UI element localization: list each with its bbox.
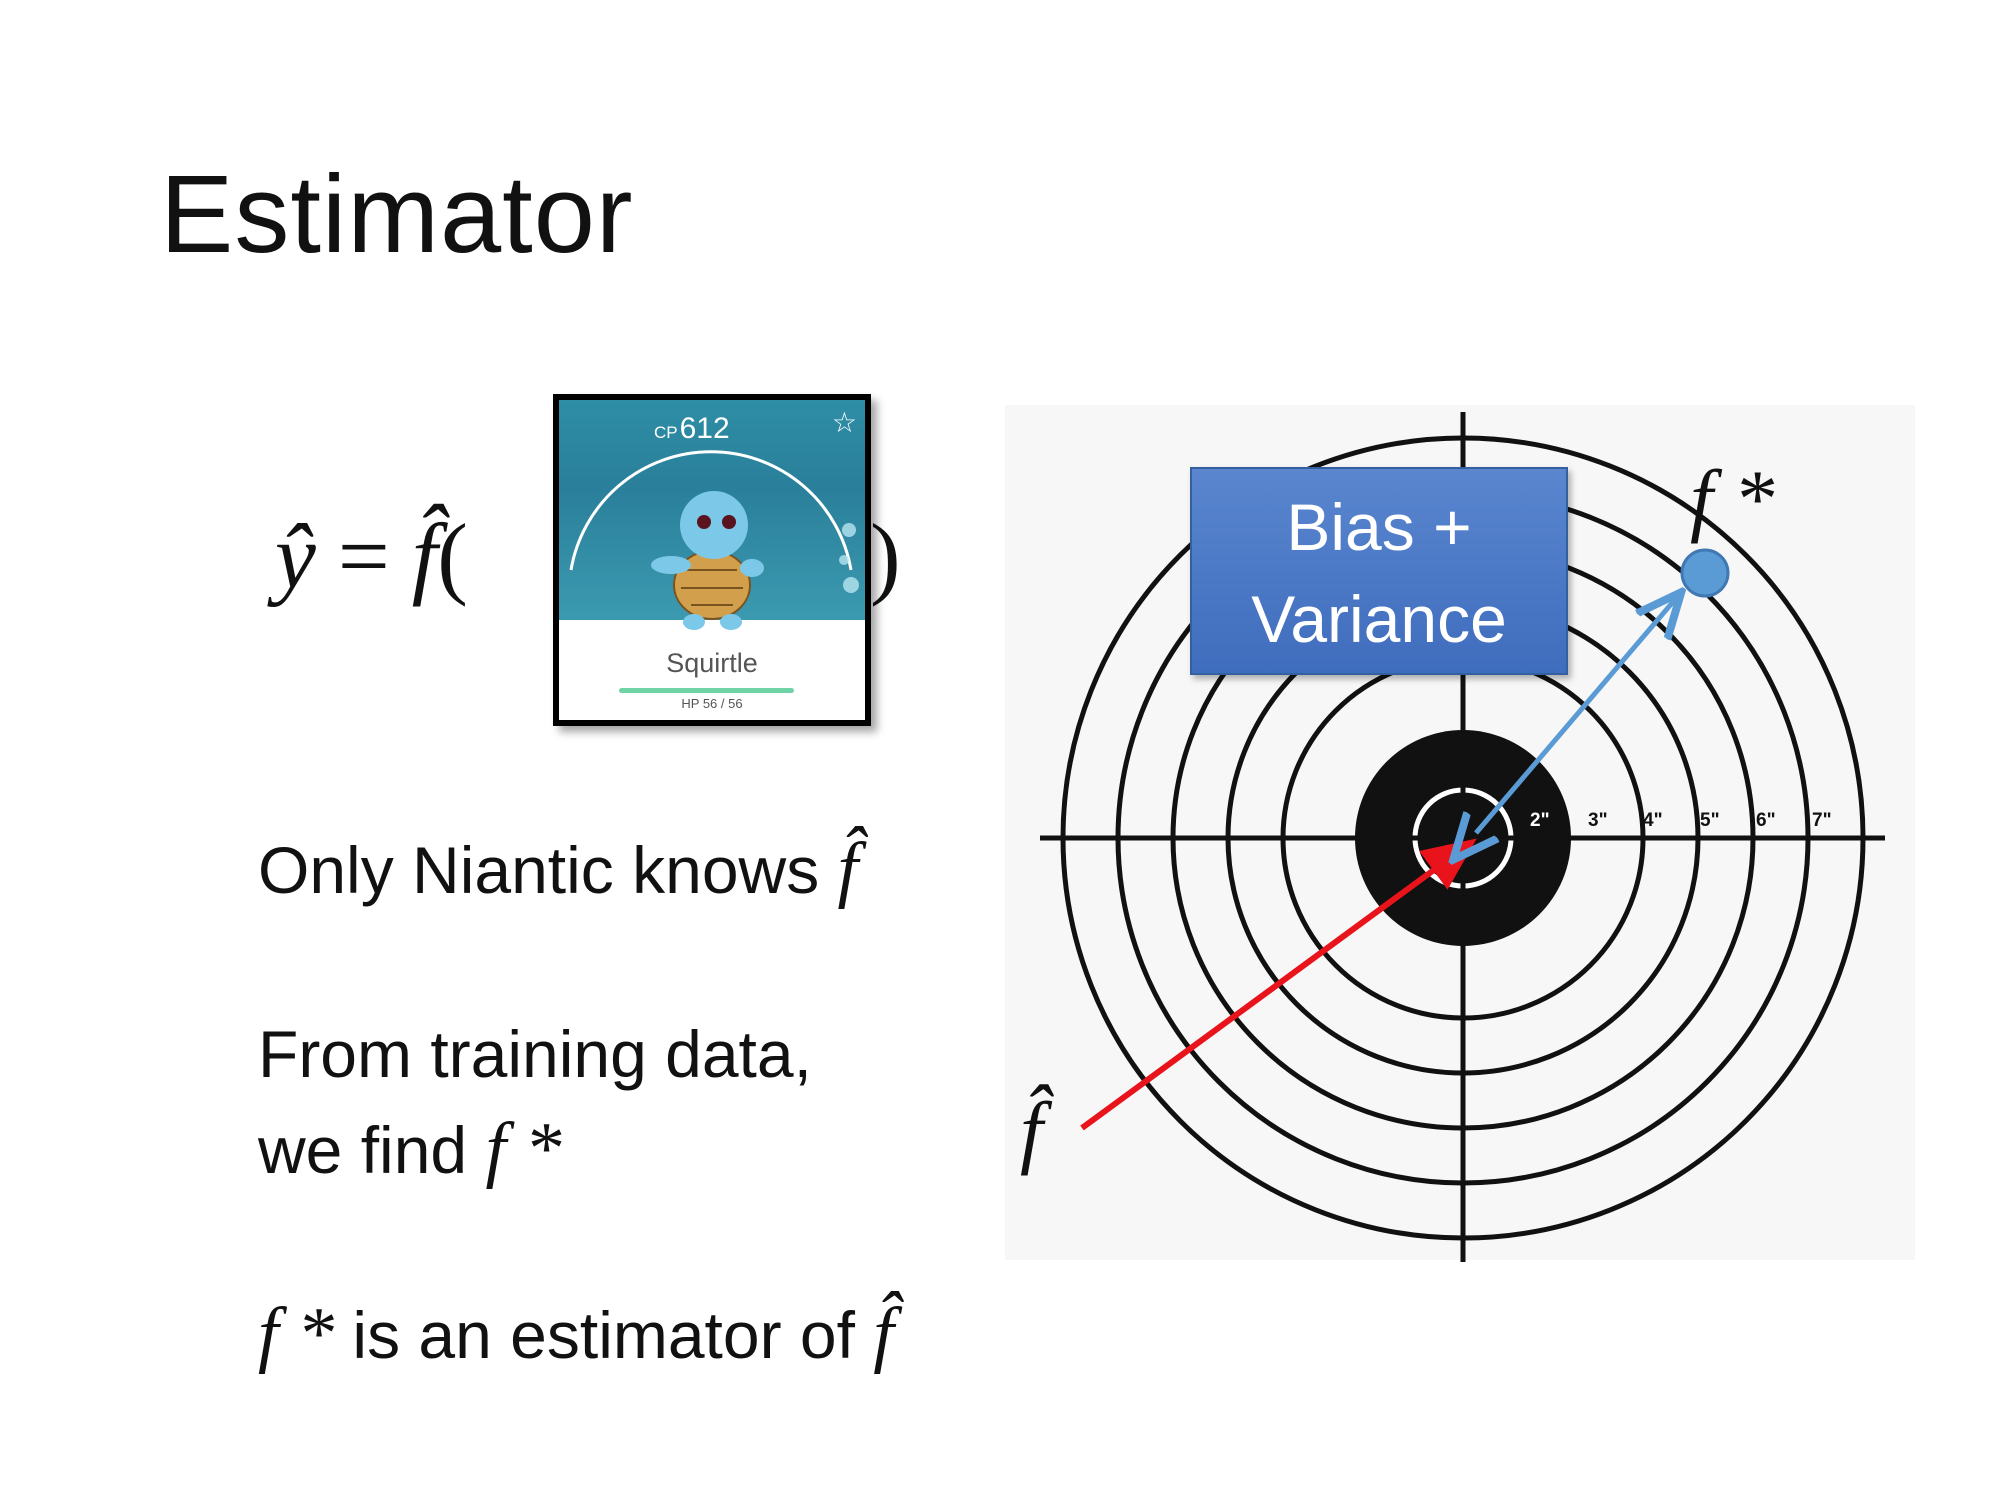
fhat-arrow [1080, 838, 1477, 1131]
bias-variance-box: Bias + Variance [1190, 467, 1568, 675]
ring-label-2: 2" [1530, 810, 1550, 831]
ring-labels: 2" 3" 4" 5" 6" 7" [1530, 810, 1832, 831]
fhat-label: f̂ [1020, 1085, 1043, 1176]
bias-label: Bias + [1286, 490, 1472, 564]
equals-sign: = [337, 505, 390, 607]
line-we-find: we find f * [258, 1108, 562, 1190]
ring-label-5: 5" [1700, 810, 1720, 831]
y-hat-symbol: ŷ [275, 505, 316, 607]
slide-title: Estimator [160, 153, 634, 276]
ring-label-6: 6" [1756, 810, 1776, 831]
bias-variance-arrow [1476, 596, 1678, 833]
f-hat-symbol: f̂ [411, 505, 438, 607]
star-icon: ☆ [831, 407, 857, 438]
squirtle-icon [651, 491, 764, 630]
fstar-label: f * [1690, 453, 1775, 544]
equation: ŷ = f̂( ) [275, 510, 901, 602]
pokemon-card-image: CP612 ☆ Squirtle HP 56 / 56 [553, 394, 871, 726]
line-from-training: From training data, [258, 1017, 812, 1091]
variance-label: Variance [1251, 582, 1507, 656]
fstar-point [1680, 548, 1730, 598]
cp-value: CP612 [654, 412, 730, 445]
hp-text: HP 56 / 56 [681, 696, 743, 711]
hp-bar [619, 688, 794, 693]
ring-label-4: 4" [1643, 810, 1663, 831]
ring-label-7: 7" [1812, 810, 1832, 831]
card-arc [569, 450, 859, 630]
line-estimator: f * is an estimator of f̂ [258, 1293, 894, 1375]
close-paren: ) [870, 505, 901, 607]
line-only-niantic: Only Niantic knows f̂ [258, 828, 859, 910]
open-paren: ( [437, 505, 468, 607]
pokemon-name: Squirtle [666, 648, 758, 678]
ring-label-3: 3" [1588, 810, 1608, 831]
